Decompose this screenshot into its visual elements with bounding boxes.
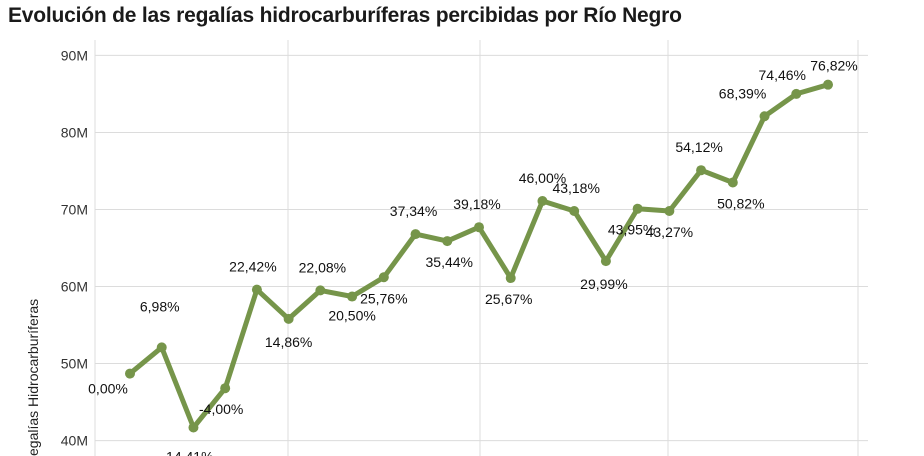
data-point [696, 165, 707, 176]
data-point [537, 196, 548, 207]
grid-layer [94, 40, 868, 456]
y-tick-label: 90M [61, 47, 88, 63]
y-tick-label: 70M [61, 201, 88, 217]
data-label: 74,46% [759, 67, 806, 83]
data-point [474, 222, 484, 233]
y-tick-label: 40M [61, 433, 88, 449]
data-point [569, 206, 580, 217]
y-axis-ticks: 40M 50M 60M 70M 80M 90M [61, 47, 88, 448]
data-label: 76,82% [810, 58, 857, 74]
data-point [220, 383, 231, 394]
data-label: 46,00% [519, 170, 566, 186]
data-label: 50,82% [717, 196, 764, 212]
data-label: 14,86% [265, 334, 312, 350]
data-label: 43,95% [608, 222, 655, 238]
data-point [156, 342, 167, 353]
y-tick-label: 60M [61, 279, 88, 295]
data-point [791, 88, 802, 99]
series-line [127, 82, 831, 430]
data-label: 37,34% [390, 203, 437, 219]
data-label: 22,42% [229, 259, 276, 275]
data-point [125, 368, 135, 379]
data-point [283, 313, 294, 324]
chart-title: Evolución de las regalías hidrocarburífe… [8, 4, 682, 27]
data-label: 25,76% [360, 290, 407, 306]
data-points [125, 79, 833, 433]
data-label: 25,67% [485, 291, 532, 307]
data-label: 54,12% [675, 139, 722, 155]
data-point [315, 285, 326, 296]
data-point [823, 79, 833, 90]
data-point [442, 236, 453, 247]
data-label: 43,18% [552, 180, 599, 196]
data-point [600, 256, 611, 267]
data-point [727, 177, 738, 188]
data-label: 20,50% [328, 308, 375, 324]
data-point [759, 111, 770, 122]
data-label: 35,44% [426, 254, 473, 270]
data-label: 0,00% [88, 381, 128, 397]
data-label: 68,39% [719, 85, 766, 101]
y-tick-label: 80M [61, 124, 88, 140]
data-point [378, 272, 389, 283]
data-label: 43,27% [646, 224, 693, 240]
data-point [505, 273, 516, 284]
data-point [664, 206, 675, 217]
data-point [410, 229, 421, 240]
data-point [347, 291, 358, 302]
data-labels: 0,00% 6,98% -14,41% -4,00% 22,42% 14,86% 22,08… [88, 58, 858, 456]
data-label: 39,18% [453, 196, 500, 212]
data-point [188, 422, 199, 433]
data-label: 22,08% [299, 259, 346, 275]
data-point [632, 203, 643, 214]
data-label: 29,99% [580, 276, 627, 292]
data-label: -4,00% [199, 401, 243, 417]
data-label: -14,41% [161, 448, 213, 456]
y-tick-label: 50M [61, 356, 88, 372]
data-label: 6,98% [140, 298, 180, 314]
y-axis-label: egalías Hidrocarburíferas [25, 299, 41, 456]
data-point [251, 284, 262, 295]
